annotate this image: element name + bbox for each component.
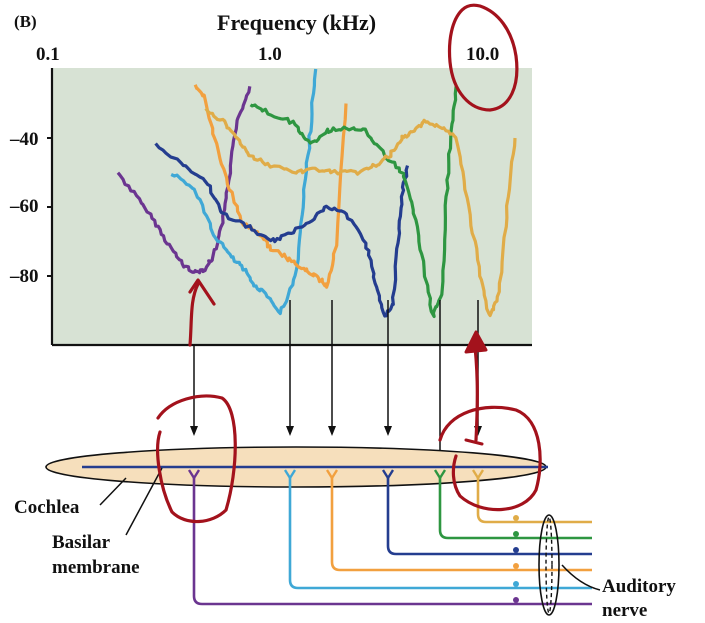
y-tick-label: –60 — [10, 196, 39, 217]
y-tick-label: –40 — [10, 129, 39, 150]
frequency-arrow-head — [328, 426, 336, 436]
fiber-node — [513, 581, 519, 587]
nerve-fiber-dark-blue — [386, 478, 592, 556]
auditory-nerve-label-line2: nerve — [602, 600, 648, 621]
series-layer — [116, 68, 517, 319]
x-tick-label: 0.1 — [36, 44, 60, 65]
circle-annotation-10khz — [447, 3, 519, 112]
tuning-curve-dark-blue — [154, 142, 410, 318]
nerve-fiber-gold — [476, 478, 592, 524]
plot-area — [52, 68, 532, 345]
arrow-annotation-left-head — [188, 278, 216, 306]
panel-label: (B) — [14, 12, 37, 31]
nerve-fiber-light-blue — [288, 478, 592, 590]
tuning-curve-light-blue — [170, 68, 318, 316]
cochlea-pointer — [99, 477, 127, 506]
fiber-node — [513, 547, 519, 553]
red-annotations — [156, 3, 542, 524]
nerve-fiber-green — [438, 478, 592, 540]
nerve-pointer — [561, 564, 601, 591]
arrow-annotation-left — [188, 282, 200, 347]
basilar-pointer — [125, 467, 163, 536]
fiber-node — [513, 531, 519, 537]
tuning-curve-gold — [204, 107, 517, 318]
frequency-arrows — [190, 300, 482, 470]
circle-annotation-apex — [156, 394, 237, 524]
arrow-annotation-right — [472, 336, 479, 442]
y-tick-label: –80 — [10, 266, 39, 287]
basilar-label-line1: Basilar — [52, 532, 111, 553]
nerve-fibers — [187, 469, 592, 606]
frequency-arrow-head — [190, 426, 198, 436]
nerve-bundle-outline — [538, 514, 560, 616]
y-tick-marks — [47, 137, 52, 277]
fiber-node — [513, 563, 519, 569]
nerve-fiber-purple — [192, 478, 592, 606]
frequency-arrow-head — [286, 426, 294, 436]
x-tick-label: 10.0 — [466, 44, 500, 65]
tuning-curve-orange — [193, 84, 348, 289]
cochlea-label: Cochlea — [14, 497, 80, 518]
nerve-fiber-orange — [330, 478, 592, 572]
arrow-annotation-right-head — [464, 330, 488, 354]
x-tick-label: 1.0 — [258, 44, 282, 65]
arrow-annotation-right-tail — [464, 438, 484, 446]
tuning-curve-purple — [116, 86, 252, 275]
circle-annotation-base — [438, 405, 542, 512]
nerve-bundle-dash — [545, 516, 553, 614]
auditory-nerve-label-line1: Auditory — [602, 576, 676, 597]
fiber-node — [513, 597, 519, 603]
fiber-node — [513, 515, 519, 521]
basilar-label-line2: membrane — [52, 557, 140, 578]
tuning-curve-green — [249, 86, 458, 319]
frequency-arrow-head — [384, 426, 392, 436]
top-axis-title: Frequency (kHz) — [217, 10, 377, 35]
